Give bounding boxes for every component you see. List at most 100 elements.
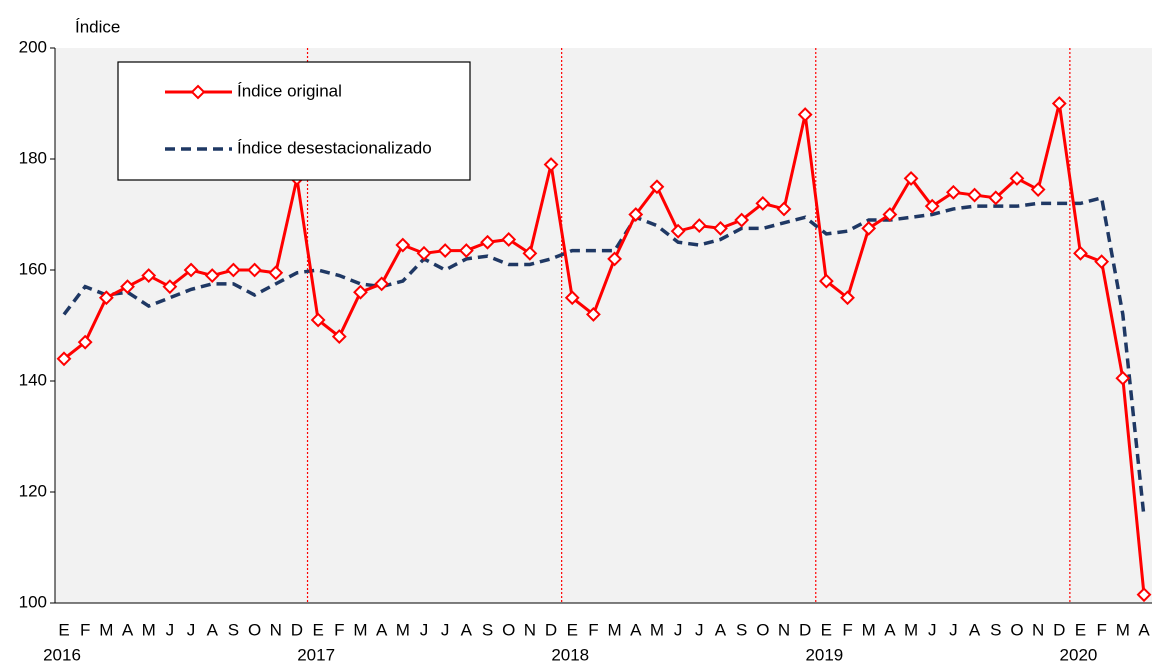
x-tick-label: F: [334, 620, 344, 639]
marker: [924, 198, 940, 214]
marker: [501, 232, 517, 247]
marker: [585, 306, 601, 322]
marker: [1115, 370, 1131, 386]
x-tick-label: E: [312, 620, 323, 639]
marker: [120, 279, 135, 295]
marker: [861, 220, 877, 236]
marker: [480, 234, 495, 250]
series-line: [62, 195, 1146, 518]
marker: [1136, 587, 1152, 603]
year-label: 2018: [551, 645, 589, 664]
x-tick-label: S: [482, 620, 493, 639]
x-tick-label: O: [502, 620, 515, 639]
marker: [607, 251, 623, 267]
x-tick-label: A: [1138, 620, 1150, 639]
x-tick-label: D: [1053, 620, 1065, 639]
marker: [1094, 254, 1110, 270]
x-tick-label: J: [928, 620, 937, 639]
marker: [395, 237, 411, 253]
year-label: 2020: [1060, 645, 1098, 664]
marker: [691, 218, 707, 234]
x-tick-label: F: [842, 620, 852, 639]
marker: [713, 220, 728, 236]
x-tick-label: J: [420, 620, 429, 639]
marker: [734, 212, 750, 228]
marker: [458, 243, 474, 258]
x-tick-label: J: [674, 620, 683, 639]
x-tick-label: S: [736, 620, 747, 639]
x-tick-label: N: [524, 620, 536, 639]
x-tick-label: A: [969, 620, 981, 639]
x-tick-label: A: [715, 620, 727, 639]
x-tick-label: F: [1096, 620, 1106, 639]
y-axis-label: Índice: [75, 17, 120, 36]
x-tick-label: J: [695, 620, 704, 639]
marker: [162, 279, 178, 295]
y-tick-label: 180: [19, 148, 47, 167]
marker: [1073, 245, 1088, 261]
x-tick-label: M: [142, 620, 156, 639]
marker: [988, 190, 1004, 206]
marker: [1030, 182, 1046, 197]
marker: [247, 262, 263, 278]
marker: [967, 187, 983, 203]
marker: [56, 351, 72, 367]
x-tick-label: D: [291, 620, 303, 639]
legend-marker: [190, 84, 206, 100]
x-tick-label: N: [1032, 620, 1044, 639]
x-tick-label: A: [207, 620, 219, 639]
x-tick-label: D: [545, 620, 557, 639]
x-tick-label: S: [228, 620, 239, 639]
y-tick-label: 160: [19, 259, 47, 278]
x-tick-label: M: [608, 620, 622, 639]
x-tick-label: M: [650, 620, 664, 639]
x-tick-label: J: [441, 620, 450, 639]
x-tick-label: A: [376, 620, 388, 639]
marker: [628, 207, 644, 222]
marker: [755, 195, 771, 211]
year-label: 2017: [297, 645, 335, 664]
marker: [670, 223, 686, 239]
x-tick-label: E: [1075, 620, 1086, 639]
year-label: 2016: [43, 645, 81, 664]
marker: [141, 268, 157, 283]
marker: [204, 268, 220, 283]
x-tick-label: M: [99, 620, 113, 639]
series-line: [63, 103, 1146, 595]
marker: [183, 262, 199, 278]
x-tick-label: O: [1010, 620, 1023, 639]
marker: [225, 262, 241, 278]
marker: [543, 157, 559, 172]
marker: [1051, 96, 1067, 111]
legend-box: [117, 61, 471, 181]
x-tick-label: F: [80, 620, 90, 639]
x-tick-label: M: [353, 620, 367, 639]
marker: [818, 273, 834, 289]
x-tick-label: J: [187, 620, 196, 639]
x-tick-label: M: [1116, 620, 1130, 639]
marker: [374, 276, 390, 292]
y-tick-label: 200: [19, 37, 47, 56]
year-label: 2019: [805, 645, 843, 664]
x-tick-label: A: [461, 620, 473, 639]
marker: [353, 284, 368, 300]
marker: [437, 243, 453, 258]
x-tick-label: A: [630, 620, 642, 639]
x-tick-label: A: [884, 620, 896, 639]
marker: [797, 107, 813, 123]
x-tick-label: J: [949, 620, 958, 639]
x-tick-label: M: [396, 620, 410, 639]
x-tick-label: O: [248, 620, 261, 639]
marker: [310, 312, 326, 328]
legend-label: Índice original: [237, 81, 342, 100]
marker: [840, 290, 855, 306]
y-tick-label: 120: [19, 481, 47, 500]
x-tick-label: A: [122, 620, 134, 639]
x-tick-label: E: [567, 620, 578, 639]
marker: [776, 201, 792, 217]
marker: [564, 290, 580, 306]
marker: [649, 179, 665, 195]
x-tick-label: M: [862, 620, 876, 639]
x-tick-label: S: [990, 620, 1001, 639]
